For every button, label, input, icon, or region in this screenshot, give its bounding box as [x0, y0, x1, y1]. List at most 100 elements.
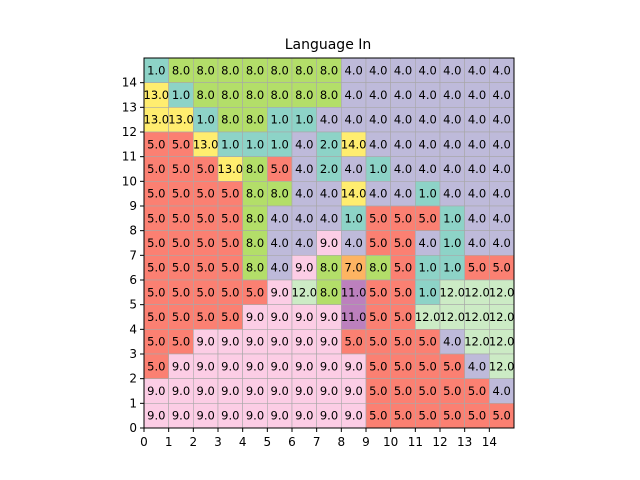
y-tick-label: 8 — [129, 224, 137, 238]
heatmap-cell — [390, 255, 416, 281]
heatmap-cell — [365, 181, 391, 207]
x-tick-label: 9 — [362, 435, 370, 449]
cell-value-label: 4.0 — [320, 113, 338, 127]
cell-value-label: 4.0 — [345, 113, 363, 127]
cell-value-label: 4.0 — [468, 211, 486, 225]
cell-value-label: 8.0 — [320, 261, 338, 275]
cell-value-label: 9.0 — [271, 285, 289, 299]
heatmap-cell — [341, 156, 367, 182]
cell-value-label: 5.0 — [172, 261, 190, 275]
cell-value-label: 1.0 — [419, 261, 437, 275]
cell-value-label: 5.0 — [493, 261, 511, 275]
heatmap-cell — [267, 181, 293, 207]
heatmap-cell — [439, 329, 465, 355]
cell-value-label: 9.0 — [221, 335, 239, 349]
heatmap-cell — [341, 353, 367, 379]
cell-value-label: 4.0 — [295, 236, 313, 250]
cell-value-label: 9.0 — [221, 359, 239, 373]
cell-value-label: 1.0 — [443, 261, 461, 275]
heatmap-cell — [365, 156, 391, 182]
cell-value-label: 8.0 — [246, 187, 264, 201]
heatmap-cell — [143, 181, 169, 207]
y-tick-label: 3 — [129, 347, 137, 361]
heatmap-cell — [291, 181, 317, 207]
heatmap-cell — [242, 82, 268, 108]
heatmap-cell — [365, 279, 391, 305]
heatmap-cell — [390, 353, 416, 379]
cell-value-label: 5.0 — [147, 137, 165, 151]
cell-value-label: 5.0 — [394, 310, 412, 324]
cell-value-label: 5.0 — [394, 359, 412, 373]
cell-value-label: 8.0 — [271, 88, 289, 102]
heatmap-cell — [489, 403, 515, 429]
cell-value-label: 4.0 — [493, 187, 511, 201]
heatmap-cell — [464, 230, 490, 256]
cell-value-label: 5.0 — [443, 359, 461, 373]
cell-value-label: 5.0 — [394, 211, 412, 225]
x-tick-label: 8 — [338, 435, 346, 449]
cell-value-label: 4.0 — [271, 236, 289, 250]
cell-value-label: 8.0 — [246, 261, 264, 275]
cell-value-label: 8.0 — [369, 261, 387, 275]
heatmap-cell — [291, 230, 317, 256]
cell-value-label: 11.0 — [341, 285, 367, 299]
cell-value-label: 5.0 — [172, 162, 190, 176]
heatmap-cell — [464, 82, 490, 108]
cell-value-label: 7.0 — [345, 261, 363, 275]
cell-value-label: 4.0 — [369, 88, 387, 102]
cell-value-label: 4.0 — [271, 211, 289, 225]
cell-value-label: 5.0 — [221, 211, 239, 225]
heatmap-cell — [291, 255, 317, 281]
heatmap-cell — [168, 57, 194, 83]
cell-value-label: 4.0 — [493, 211, 511, 225]
cell-value-label: 1.0 — [295, 113, 313, 127]
cell-value-label: 12.0 — [489, 285, 515, 299]
heatmap-cells: 1.0 8.0 8.0 8.0 8.0 8.0 8.0 8.0 4.0 4.0 4.0 4.0 4.0 4… — [143, 57, 515, 429]
heatmap-cell — [489, 230, 515, 256]
cell-value-label: 4.0 — [468, 236, 486, 250]
cell-value-label: 13.0 — [144, 88, 170, 102]
cell-value-label: 5.0 — [369, 409, 387, 423]
cell-value-label: 4.0 — [394, 63, 412, 77]
cell-value-label: 5.0 — [172, 137, 190, 151]
x-tick-label: 7 — [313, 435, 321, 449]
cell-value-label: 1.0 — [172, 88, 190, 102]
cell-value-label: 5.0 — [394, 384, 412, 398]
heatmap-cell — [291, 304, 317, 330]
heatmap-cell — [193, 329, 219, 355]
heatmap-cell — [267, 403, 293, 429]
cell-value-label: 4.0 — [394, 187, 412, 201]
cell-value-label: 1.0 — [443, 211, 461, 225]
cell-value-label: 5.0 — [172, 211, 190, 225]
heatmap-cell — [390, 329, 416, 355]
cell-value-label: 4.0 — [443, 113, 461, 127]
heatmap-cell — [316, 181, 342, 207]
y-tick-label: 12 — [122, 125, 137, 139]
heatmap-cell — [291, 82, 317, 108]
cell-value-label: 4.0 — [295, 137, 313, 151]
cell-value-label: 9.0 — [271, 359, 289, 373]
heatmap-cell — [390, 378, 416, 404]
cell-value-label: 4.0 — [345, 162, 363, 176]
heatmap-cell — [464, 205, 490, 231]
heatmap-cell — [415, 279, 441, 305]
heatmap-cell — [439, 353, 465, 379]
cell-value-label: 9.0 — [320, 409, 338, 423]
cell-value-label: 5.0 — [172, 285, 190, 299]
cell-value-label: 4.0 — [493, 137, 511, 151]
heatmap-cell — [464, 255, 490, 281]
heatmap-cell — [464, 181, 490, 207]
heatmap-cell — [439, 230, 465, 256]
cell-value-label: 11.0 — [341, 310, 367, 324]
x-tick-label: 11 — [408, 435, 423, 449]
y-tick-label: 10 — [122, 174, 137, 188]
heatmap-cell — [415, 156, 441, 182]
cell-value-label: 12.0 — [415, 310, 441, 324]
cell-value-label: 1.0 — [197, 113, 215, 127]
cell-value-label: 4.0 — [419, 236, 437, 250]
cell-value-label: 9.0 — [271, 335, 289, 349]
heatmap-cell — [217, 181, 243, 207]
cell-value-label: 5.0 — [172, 187, 190, 201]
cell-value-label: 9.0 — [172, 409, 190, 423]
cell-value-label: 8.0 — [295, 63, 313, 77]
